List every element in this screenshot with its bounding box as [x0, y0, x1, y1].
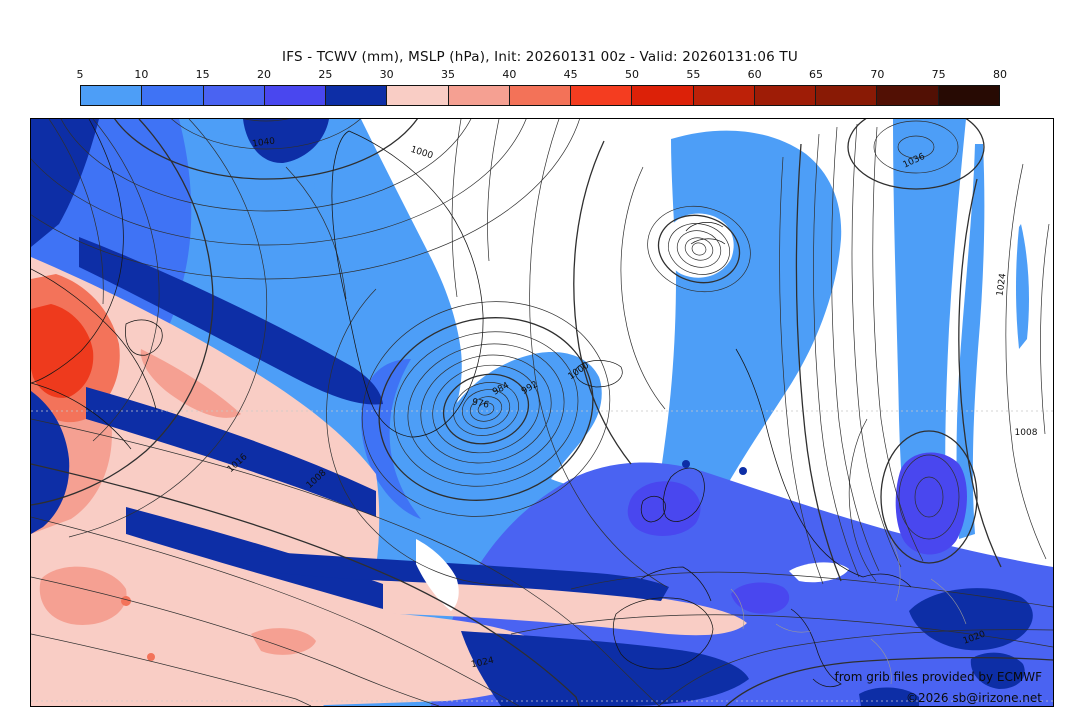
colorbar-tick: 20	[257, 68, 271, 81]
weather-map: 1040 1000 976 984 992 1000 1016 1008 1036 1024 100…	[30, 118, 1054, 707]
colorbar-cell-45-50	[571, 86, 633, 105]
colorbar-tick: 15	[195, 68, 210, 81]
colorbar-ticks: 5 10 15 20 25 30 35 40 45 50 55 60 65 70 75 80	[76, 68, 1008, 82]
colorbar-cell-70-75	[877, 86, 939, 105]
pressure-label-1040: 1040	[252, 136, 276, 149]
low-center-isobars	[361, 301, 611, 517]
colorbar-tick: 70	[870, 68, 885, 81]
colorbar-tick: 25	[318, 68, 333, 81]
page-title: IFS - TCWV (mm), MSLP (hPa), Init: 20260…	[282, 49, 798, 65]
pressure-label-1024: 1024	[995, 272, 1008, 296]
colorbar-tick: 5	[76, 68, 84, 81]
colorbar-tick: 75	[931, 68, 946, 81]
colorbar-tick: 65	[809, 68, 823, 81]
colorbar-cell-65-70	[816, 86, 878, 105]
colorbar-tick: 55	[686, 68, 701, 81]
country-border-layer	[730, 538, 967, 685]
colorbar-tick: 30	[379, 68, 394, 81]
colorbar-cell-55-60	[693, 86, 755, 105]
coastline-layer	[31, 119, 912, 688]
pressure-label-1008: 1008	[1015, 428, 1038, 438]
colorbar-cell-75-80	[938, 86, 999, 105]
svalbard-low-isobars	[647, 205, 751, 293]
colorbar-cell-40-45	[509, 86, 572, 105]
colorbar-cell-10-15	[142, 86, 204, 105]
colorbar-cell-50-55	[632, 86, 694, 105]
colorbar-cell-35-40	[448, 86, 510, 105]
colorbar-tick: 50	[625, 68, 639, 81]
colorbar-tick: 60	[747, 68, 762, 81]
colorbar-tick: 80	[993, 68, 1007, 81]
colorbar-cell-30-35	[387, 86, 449, 105]
pressure-label-1024: 1024	[470, 656, 495, 671]
pressure-label-976: 976	[471, 397, 490, 410]
attribution-copyright: ©2026 sb@irizone.net	[906, 691, 1042, 705]
colorbar-cell-20-25	[264, 86, 327, 105]
attribution-source: from grib files provided by ECMWF	[834, 670, 1042, 684]
colorbar-cell-25-30	[326, 86, 388, 105]
colorbar-tick: 40	[502, 68, 517, 81]
colorbar-cell-60-65	[754, 86, 817, 105]
colorbar-tick: 35	[441, 68, 455, 81]
colorbar	[80, 85, 1000, 106]
colorbar-cell-5-10	[81, 86, 143, 105]
colorbar-tick: 10	[134, 68, 149, 81]
isobar-layer	[31, 119, 1053, 706]
colorbar-cell-15-20	[203, 86, 265, 105]
colorbar-tick: 45	[563, 68, 578, 81]
